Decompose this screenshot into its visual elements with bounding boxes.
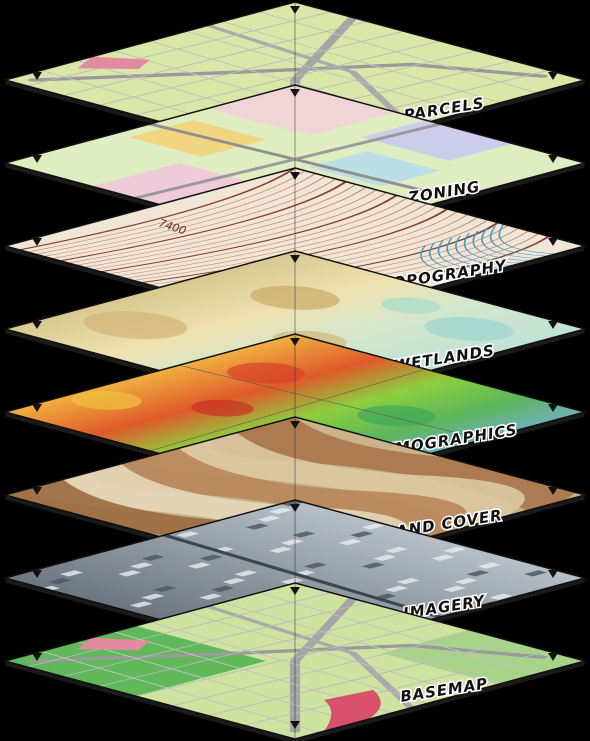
corner-arrow-icon	[548, 321, 558, 329]
layer-basemap: BASEMAP	[2, 582, 588, 741]
corner-arrow-icon	[290, 338, 300, 346]
corner-arrow-icon	[32, 570, 42, 578]
corner-arrow-icon	[290, 255, 300, 263]
corner-arrow-icon	[32, 155, 42, 163]
layer-border	[2, 582, 588, 740]
corner-arrow-icon	[32, 238, 42, 246]
corner-arrow-icon	[290, 172, 300, 180]
corner-arrow-icon	[32, 653, 42, 661]
corner-arrow-icon	[32, 404, 42, 412]
corner-arrow-icon	[290, 721, 300, 729]
corner-arrow-icon	[548, 72, 558, 80]
corner-arrow-icon	[548, 653, 558, 661]
corner-arrow-icon	[290, 587, 300, 595]
corner-arrow-icon	[32, 487, 42, 495]
corner-arrow-icon	[548, 155, 558, 163]
corner-arrow-icon	[290, 421, 300, 429]
corner-arrow-icon	[290, 89, 300, 97]
corner-arrow-icon	[290, 6, 300, 14]
corner-arrow-icon	[548, 487, 558, 495]
corner-arrow-icon	[32, 72, 42, 80]
corner-arrow-icon	[548, 404, 558, 412]
layer-parcels: PARCELS	[2, 1, 588, 164]
corner-arrow-icon	[290, 504, 300, 512]
corner-arrow-icon	[32, 321, 42, 329]
layer-demographics: DEMOGRAPHICS	[2, 333, 588, 496]
corner-arrow-icon	[548, 238, 558, 246]
corner-arrow-icon	[548, 570, 558, 578]
layer-wetlands: WETLANDS	[2, 250, 588, 413]
